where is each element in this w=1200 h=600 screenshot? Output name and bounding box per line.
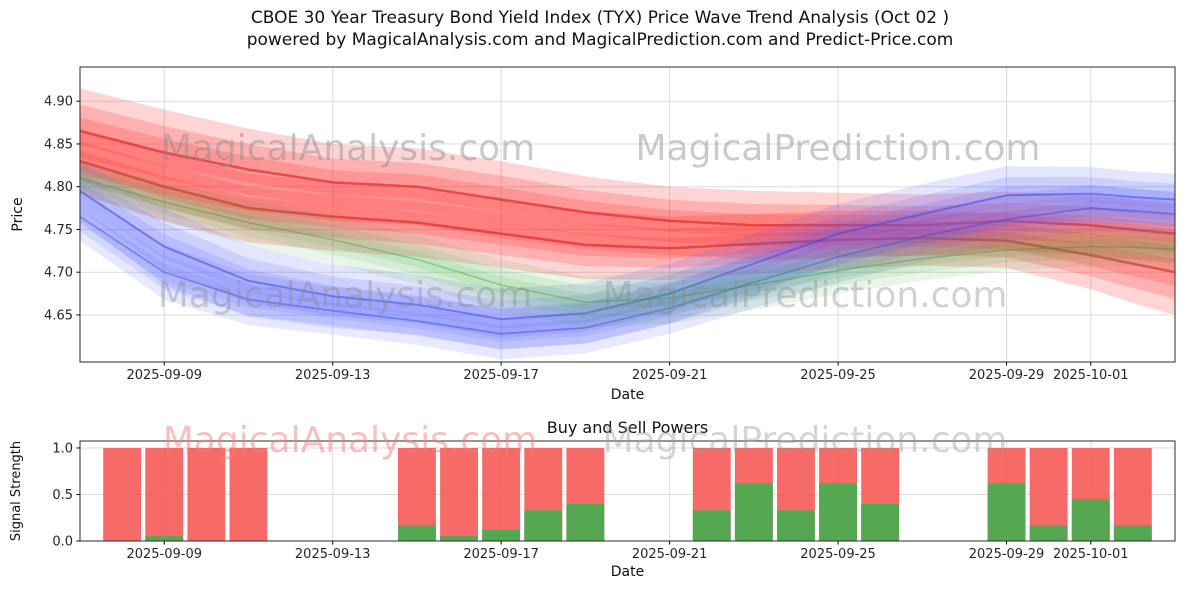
buy-power-bar: [1113, 525, 1152, 541]
watermark-text: MagicalAnalysis.com: [161, 128, 535, 169]
x-tick-label: 2025-09-13: [295, 547, 371, 562]
subplot-title: Buy and Sell Powers: [547, 418, 709, 437]
sell_wave_upper-line: [80, 129, 1175, 235]
y-tick-label: 4.80: [44, 180, 73, 195]
buy-power-bar: [692, 510, 731, 541]
buy-power-bar: [734, 483, 773, 541]
y-tick-label: 4.70: [44, 266, 73, 281]
buy_wave_lower-line: [80, 207, 1175, 335]
plot-content: [103, 448, 1152, 541]
buy-power-bar: [145, 536, 184, 541]
x-tick-label: 2025-09-13: [295, 368, 371, 383]
neutral_wave-line: [80, 177, 1175, 303]
plot-content: [80, 88, 1175, 360]
sell-power-bar: [440, 448, 478, 541]
buy_wave_upper-line: [80, 190, 1175, 321]
y-axis-label: Price: [10, 197, 26, 231]
buy-power-bar: [482, 529, 521, 541]
neutral_wave-band: [80, 161, 1175, 328]
watermark-text: MagicalPrediction.com: [603, 420, 1008, 461]
sell_wave_lower-band: [80, 140, 1175, 299]
y-tick-label: 0.0: [52, 535, 73, 550]
x-tick-label: 2025-10-01: [1053, 368, 1129, 383]
sell-power-bar: [229, 448, 268, 541]
watermark-text: MagicalAnalysis.com: [163, 420, 537, 461]
sell_wave_upper-band: [80, 117, 1175, 244]
watermark-text: MagicalPrediction.com: [636, 128, 1041, 169]
price-plot: 2025-09-09 2025-09-13 2025-09-17 2025-09-21…: [10, 66, 1176, 403]
buy-power-bar: [777, 510, 815, 541]
buy-power-bar: [861, 503, 900, 541]
buy-power-bar: [1029, 525, 1068, 541]
x-axis-label: Date: [611, 564, 644, 580]
buy-power-bar: [987, 483, 1026, 541]
buy_wave_lower-band: [80, 193, 1175, 350]
x-tick-label: 2025-09-17: [463, 368, 539, 383]
sell-power-bar: [145, 448, 184, 541]
x-tick-label: 2025-09-29: [969, 547, 1045, 562]
buy_wave_upper-band: [80, 161, 1175, 350]
sell_wave_lower-band: [80, 128, 1175, 315]
x-tick-label: 2025-09-21: [632, 368, 708, 383]
x-tick-label: 2025-09-25: [800, 368, 876, 383]
x-axis-label: Date: [611, 387, 644, 403]
buy-power-bar: [440, 536, 478, 541]
buy-power-bar: [566, 503, 605, 541]
x-tick-label: 2025-10-01: [1053, 547, 1129, 562]
plot-border: [79, 66, 1176, 363]
signal-plot: 2025-09-09 2025-09-13 2025-09-17 2025-09-21…: [9, 418, 1176, 580]
sell-power-bar: [482, 448, 521, 541]
sell_wave_lower-band: [80, 150, 1175, 286]
buy_wave_upper-band: [80, 172, 1175, 338]
buy_wave_lower-band: [80, 185, 1175, 360]
y-tick-label: 4.65: [44, 308, 73, 323]
sell-power-bar: [187, 448, 226, 541]
x-tick-label: 2025-09-21: [632, 547, 708, 562]
x-tick-label: 2025-09-17: [463, 547, 539, 562]
buy-power-bar: [398, 525, 436, 541]
y-tick-label: 4.85: [44, 137, 73, 152]
y-tick-label: 1.0: [52, 441, 73, 456]
buy-power-bar: [524, 510, 563, 541]
y-axis-label: Signal Strength: [9, 441, 24, 541]
x-tick-label: 2025-09-09: [126, 547, 202, 562]
buy-power-bar: [1071, 499, 1110, 541]
sell-power-bar: [103, 448, 142, 541]
watermark-text: MagicalAnalysis.com: [158, 275, 532, 316]
plot-border: [79, 440, 1176, 542]
chart-title-line2: powered by MagicalAnalysis.com and Magic…: [246, 30, 954, 50]
sell_wave_upper-band: [80, 104, 1175, 253]
buy_wave_lower-band: [80, 200, 1175, 342]
sell_wave_lower-line: [80, 159, 1175, 274]
y-tick-label: 4.75: [44, 223, 73, 238]
y-tick-label: 4.90: [44, 95, 73, 110]
chart-title-line1: CBOE 30 Year Treasury Bond Yield Index (…: [250, 8, 950, 28]
x-tick-label: 2025-09-25: [800, 547, 876, 562]
x-tick-label: 2025-09-29: [969, 368, 1045, 383]
x-tick-label: 2025-09-09: [126, 368, 202, 383]
neutral_wave-band: [80, 167, 1175, 318]
buy-power-bar: [819, 483, 857, 541]
watermark-text: MagicalPrediction.com: [603, 275, 1008, 316]
y-tick-label: 0.5: [52, 488, 73, 503]
